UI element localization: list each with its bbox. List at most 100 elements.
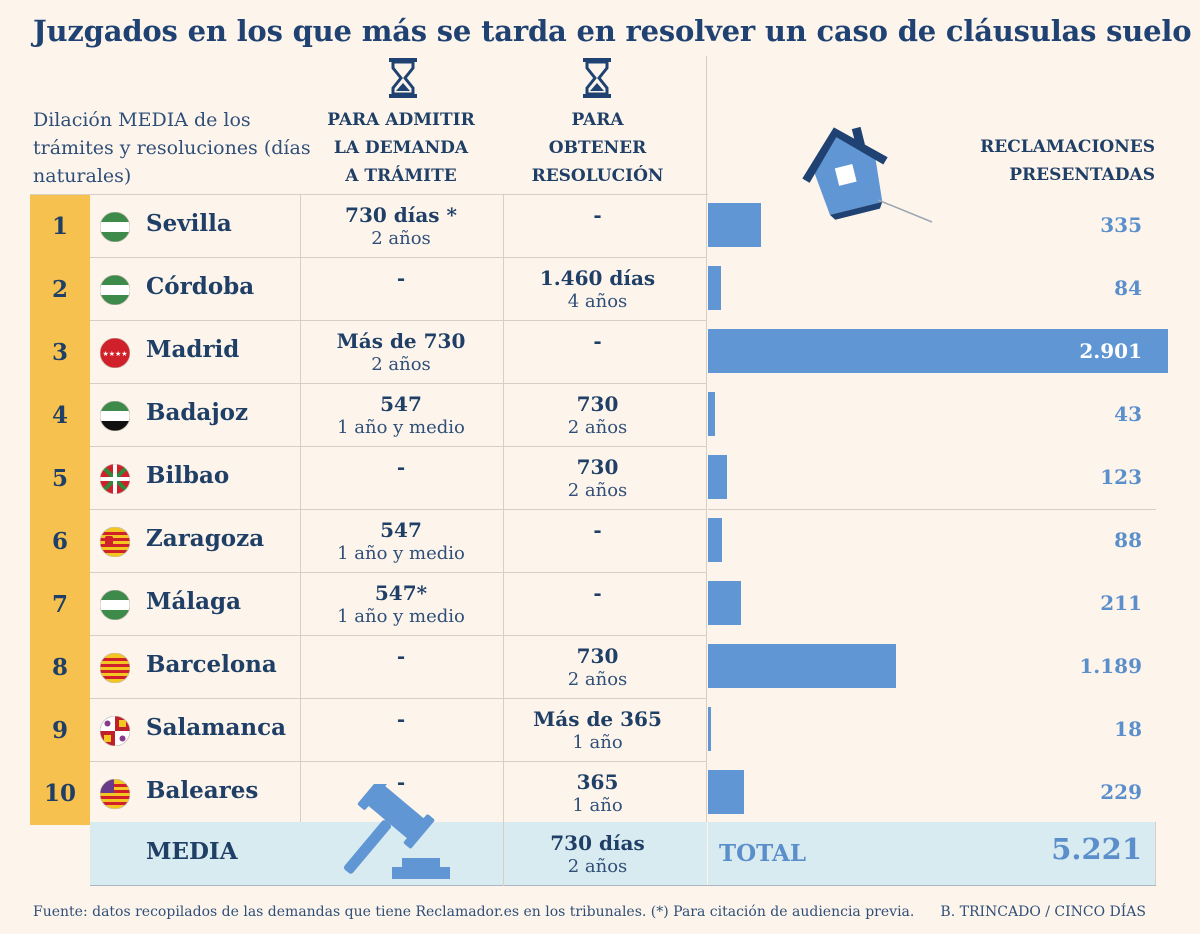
gavel-icon (343, 784, 450, 879)
resolucion-main: 365 (576, 770, 619, 794)
andalucia-flag-icon (99, 274, 131, 309)
total-label: TOTAL (719, 840, 807, 867)
resolucion-cell: - (505, 519, 690, 542)
admitir-sub: 1 año y medio (337, 543, 465, 564)
media-resolucion-main: 730 días (550, 831, 645, 855)
rank-cell: 4 (30, 384, 90, 447)
resolucion-main: 730 (576, 455, 619, 479)
city-name: Córdoba (146, 273, 255, 300)
reclamaciones-value: 84 (1114, 276, 1142, 300)
madrid-flag-icon: ★★★★ (99, 337, 131, 372)
resolucion-cell: 730 2 años (505, 645, 690, 691)
reclamaciones-bar (708, 203, 761, 247)
admitir-cell: 547 1 año y medio (305, 393, 497, 439)
pais-vasco-flag-icon (99, 463, 131, 498)
resolucion-sub: 1 año (572, 795, 623, 816)
castilla-leon-flag-icon (99, 715, 131, 750)
resolucion-main: Más de 365 (533, 707, 662, 731)
rank-cell: 10 (30, 762, 90, 825)
admitir-main: - (396, 266, 406, 290)
admitir-cell: - (305, 456, 497, 479)
admitir-cell: - (305, 645, 497, 668)
resolucion-sub: 2 años (567, 669, 628, 690)
resolucion-main: - (593, 581, 602, 605)
reclamaciones-value: 335 (1100, 213, 1142, 237)
andalucia-flag-icon (99, 589, 131, 624)
city-name: Salamanca (146, 714, 287, 741)
footer-source: Fuente: datos recopilados de las demanda… (33, 904, 915, 920)
rank-number: 10 (43, 780, 76, 807)
hourglass-icon (389, 58, 417, 98)
admitir-sub: 2 años (371, 354, 431, 375)
city-name: Barcelona (146, 651, 277, 678)
reclamaciones-value: 211 (1100, 591, 1142, 615)
rank-number: 1 (51, 213, 68, 240)
admitir-cell: - (305, 708, 497, 731)
resolucion-main: - (593, 329, 602, 353)
admitir-sub: 1 año y medio (337, 606, 465, 627)
reclamaciones-bar (708, 770, 744, 814)
media-label: MEDIA (146, 838, 238, 865)
house-icon (802, 126, 933, 223)
city-name: Baleares (146, 777, 259, 804)
reclamaciones-value: 123 (1100, 465, 1142, 489)
admitir-main: 547* (374, 581, 428, 605)
reclamaciones-bar (708, 392, 715, 436)
resolucion-cell: 730 2 años (505, 456, 690, 502)
city-name: Zaragoza (146, 525, 265, 552)
admitir-main: - (396, 644, 406, 668)
resolucion-main: 730 (576, 392, 619, 416)
rank-number: 8 (51, 654, 68, 681)
reclamaciones-value: 88 (1114, 528, 1142, 552)
andalucia-flag-icon (99, 211, 131, 246)
rank-cell: 8 (30, 636, 90, 699)
admitir-main: - (396, 770, 406, 794)
rank-cell: 3 (30, 321, 90, 384)
footer-credit: B. TRINCADO / CINCO DÍAS (940, 904, 1146, 920)
reclamaciones-value: 1.189 (1079, 654, 1142, 678)
baleares-flag-icon (99, 778, 131, 813)
admitir-main: Más de 730 (336, 329, 466, 353)
reclamaciones-bar (708, 581, 741, 625)
city-name: Badajoz (146, 399, 249, 426)
header-resolucion: PARA OBTENER RESOLUCIÓN (531, 110, 664, 186)
resolucion-cell: 730 2 años (505, 393, 690, 439)
reclamaciones-value: 43 (1114, 402, 1142, 426)
rank-number: 3 (51, 339, 68, 366)
admitir-main: 547 (380, 392, 422, 416)
rank-cell: 5 (30, 447, 90, 510)
cataluna-flag-icon (99, 652, 131, 687)
reclamaciones-value: 2.901 (1079, 339, 1142, 363)
rank-number: 7 (51, 591, 68, 618)
resolucion-sub: 4 años (567, 291, 628, 312)
total-row (708, 822, 1155, 886)
admitir-main: 730 días * (345, 203, 457, 227)
rank-cell: 2 (30, 258, 90, 321)
admitir-cell: - (305, 771, 497, 794)
admitir-cell: - (305, 267, 497, 290)
resolucion-cell: 365 1 año (505, 771, 690, 817)
resolucion-sub: 1 año (572, 732, 623, 753)
resolucion-main: - (593, 203, 602, 227)
admitir-cell: 547* 1 año y medio (305, 582, 497, 628)
rank-cell: 7 (30, 573, 90, 636)
rank-cell: 1 (30, 195, 90, 258)
rank-number: 2 (51, 276, 68, 303)
admitir-main: - (396, 707, 406, 731)
resolucion-cell: - (505, 204, 690, 227)
city-name: Bilbao (146, 462, 230, 489)
city-name: Málaga (146, 588, 241, 615)
media-resolucion-sub: 2 años (567, 856, 628, 877)
header-description: Dilación MEDIA de los trámites y resoluc… (33, 109, 311, 187)
admitir-main: - (396, 455, 406, 479)
hourglass-icon (583, 58, 611, 98)
page-title: Juzgados en los que más se tarda en reso… (33, 14, 1192, 48)
total-value: 5.221 (1051, 832, 1142, 866)
resolucion-cell: 1.460 días 4 años (505, 267, 690, 313)
resolucion-cell: Más de 365 1 año (505, 708, 690, 754)
resolucion-main: 730 (576, 644, 619, 668)
extremadura-flag-icon (99, 400, 131, 435)
city-name: Madrid (146, 336, 240, 363)
reclamaciones-bar (708, 455, 727, 499)
rank-number: 5 (51, 465, 68, 492)
